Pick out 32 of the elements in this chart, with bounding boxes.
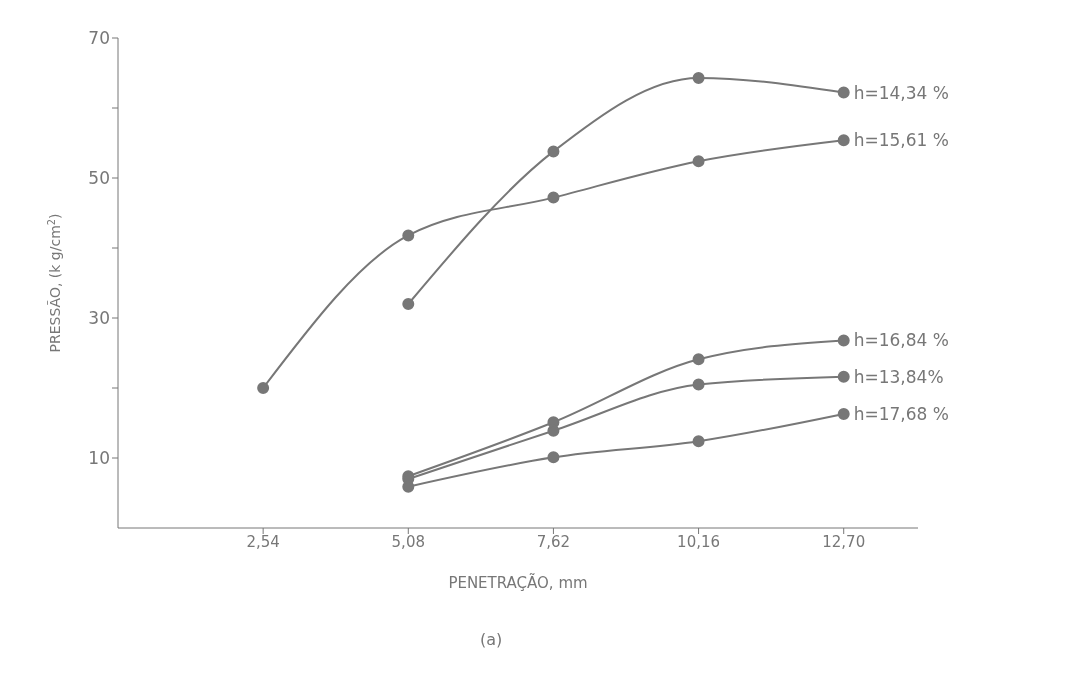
point [692,353,705,366]
point [837,334,850,347]
point [692,155,705,168]
point [837,370,850,383]
y-tick-label: 70 [88,28,110,49]
series-label: h=14,34 % [853,82,949,103]
series-label: h=17,68 % [853,403,949,424]
point [692,71,705,84]
point [692,378,705,391]
series-label: h=15,61 % [853,130,949,151]
x-axis-title: PENETRAÇÃO, mm [448,573,588,592]
x-tick-label: 5,08 [391,532,425,551]
point [257,382,270,394]
series-label: h=16,84 % [853,330,949,351]
point [837,134,850,147]
x-tick-label: 12,70 [822,532,866,551]
point [402,229,415,242]
point [547,191,560,204]
point [547,145,560,158]
point [547,451,560,464]
x-tick-label: 10,16 [677,532,721,551]
y-tick-label: 50 [88,168,110,189]
x-tick-label: 2,54 [246,532,280,551]
point [837,407,850,420]
series-label: h=13,84% [853,366,944,387]
point [837,86,850,99]
y-tick-label: 10 [88,448,110,469]
point [402,298,415,310]
point [692,435,705,448]
x-tick-label: 7,62 [536,532,571,551]
text: (a) [480,630,503,649]
y-tick-label: 30 [88,308,110,329]
